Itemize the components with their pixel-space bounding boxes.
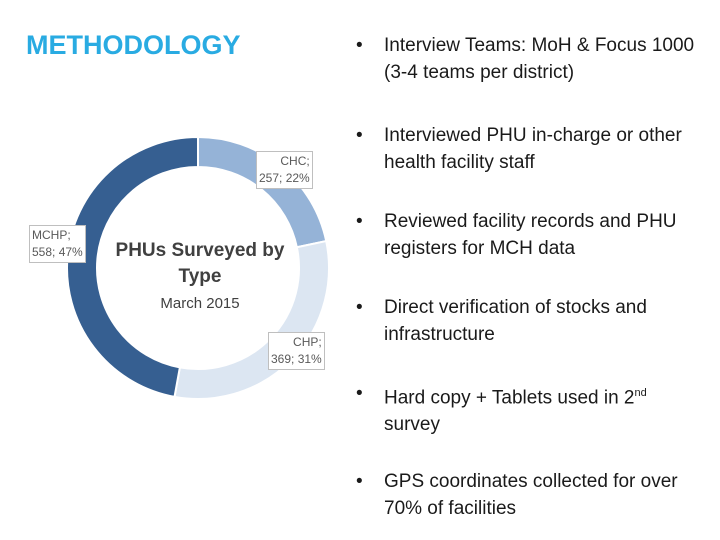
slice-label-mchp: MCHP; 558; 47%: [29, 225, 86, 263]
bullet-item-interviewed: • Interviewed PHU in-charge or other heal…: [356, 122, 706, 176]
bullet-text: Direct verification of stocks and infras…: [384, 297, 647, 345]
bullet-dot: •: [356, 297, 363, 318]
bullet-item-records: • Reviewed facility records and PHU regis…: [356, 208, 706, 262]
bullet-dot: •: [356, 211, 363, 232]
bullet-dot: •: [356, 471, 363, 492]
bullet-text-after: survey: [384, 414, 440, 436]
slice-label-chc-value: 257: [259, 171, 280, 185]
slice-label-chp-percent: 31%: [297, 352, 322, 366]
slice-label-chc: CHC; 257; 22%: [256, 151, 313, 189]
bullet-item-teams: • Interview Teams: MoH & Focus 1000 (3-4 …: [356, 32, 706, 86]
slice-label-mchp-name: MCHP: [32, 228, 68, 242]
donut-slice-mchp: [66, 135, 199, 399]
slice-label-mchp-value: 558: [32, 245, 53, 259]
bullet-dot: •: [356, 35, 363, 56]
slice-label-mchp-percent: 47%: [58, 245, 83, 259]
chart-subtitle: March 2015: [160, 295, 240, 312]
bullet-text: GPS coordinates collected for over 70% o…: [384, 471, 678, 519]
page-title: METHODOLOGY: [26, 30, 241, 60]
bullet-item-gps: • GPS coordinates collected for over 70% …: [356, 468, 706, 522]
bullet-text: Hard copy + Tablets used in 2: [384, 387, 635, 409]
bullet-superscript: nd: [634, 387, 647, 399]
bullet-text: Reviewed facility records and PHU regist…: [384, 211, 677, 259]
bullet-dot: •: [356, 125, 363, 146]
slice-label-chp: CHP; 369; 31%: [268, 332, 325, 370]
slice-label-chc-name: CHC: [280, 154, 307, 168]
chart-title: PHUs Surveyed by Type: [115, 240, 285, 287]
bullet-text: Interviewed PHU in-charge or other healt…: [384, 125, 682, 173]
bullet-text: Interview Teams: MoH & Focus 1000 (3-4 t…: [384, 35, 695, 83]
bullet-dot: •: [356, 383, 363, 404]
bullet-item-verification: • Direct verification of stocks and infra…: [356, 294, 706, 348]
slice-label-chp-value: 369: [271, 352, 292, 366]
bullet-item-tablets: • Hard copy + Tablets used in 2nd survey: [356, 380, 706, 438]
slice-label-chc-percent: 22%: [285, 171, 310, 185]
slice-label-chp-name: CHP: [293, 335, 319, 349]
